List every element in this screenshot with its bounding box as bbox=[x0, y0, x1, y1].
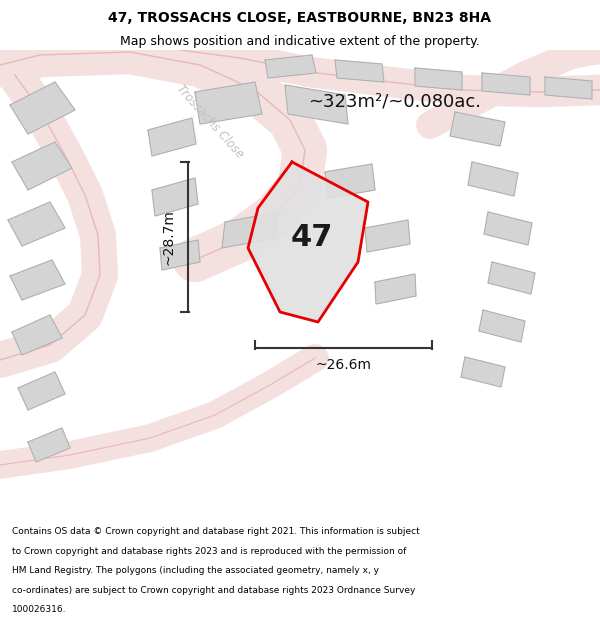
Polygon shape bbox=[248, 162, 368, 322]
Text: co-ordinates) are subject to Crown copyright and database rights 2023 Ordnance S: co-ordinates) are subject to Crown copyr… bbox=[12, 586, 415, 594]
Polygon shape bbox=[160, 240, 200, 270]
Polygon shape bbox=[479, 310, 525, 342]
Polygon shape bbox=[461, 357, 505, 387]
Polygon shape bbox=[325, 164, 375, 198]
Polygon shape bbox=[222, 212, 278, 248]
Polygon shape bbox=[265, 55, 316, 78]
Polygon shape bbox=[152, 178, 198, 216]
Text: 47: 47 bbox=[291, 224, 333, 253]
Text: Map shows position and indicative extent of the property.: Map shows position and indicative extent… bbox=[120, 35, 480, 48]
Polygon shape bbox=[488, 262, 535, 294]
Polygon shape bbox=[12, 315, 62, 355]
Polygon shape bbox=[545, 77, 592, 99]
Text: Contains OS data © Crown copyright and database right 2021. This information is : Contains OS data © Crown copyright and d… bbox=[12, 528, 420, 536]
Polygon shape bbox=[450, 112, 505, 146]
Polygon shape bbox=[10, 260, 65, 300]
Text: Trossachs Close: Trossachs Close bbox=[174, 82, 246, 161]
Polygon shape bbox=[195, 82, 262, 124]
Polygon shape bbox=[10, 82, 75, 134]
Polygon shape bbox=[375, 274, 416, 304]
Polygon shape bbox=[18, 372, 65, 410]
Polygon shape bbox=[148, 118, 196, 156]
Text: to Crown copyright and database rights 2023 and is reproduced with the permissio: to Crown copyright and database rights 2… bbox=[12, 547, 406, 556]
Polygon shape bbox=[285, 85, 348, 124]
Polygon shape bbox=[12, 142, 72, 190]
Polygon shape bbox=[484, 212, 532, 245]
Text: 100026316.: 100026316. bbox=[12, 605, 67, 614]
Text: 47, TROSSACHS CLOSE, EASTBOURNE, BN23 8HA: 47, TROSSACHS CLOSE, EASTBOURNE, BN23 8H… bbox=[109, 11, 491, 25]
Polygon shape bbox=[468, 162, 518, 196]
Text: ~28.7m: ~28.7m bbox=[162, 209, 176, 265]
Polygon shape bbox=[365, 220, 410, 252]
Polygon shape bbox=[335, 60, 384, 82]
Polygon shape bbox=[415, 68, 462, 90]
Text: HM Land Registry. The polygons (including the associated geometry, namely x, y: HM Land Registry. The polygons (includin… bbox=[12, 566, 379, 575]
Text: ~26.6m: ~26.6m bbox=[316, 358, 371, 372]
Polygon shape bbox=[28, 428, 70, 462]
Polygon shape bbox=[8, 202, 65, 246]
Text: ~323m²/~0.080ac.: ~323m²/~0.080ac. bbox=[308, 93, 481, 111]
Polygon shape bbox=[482, 73, 530, 95]
